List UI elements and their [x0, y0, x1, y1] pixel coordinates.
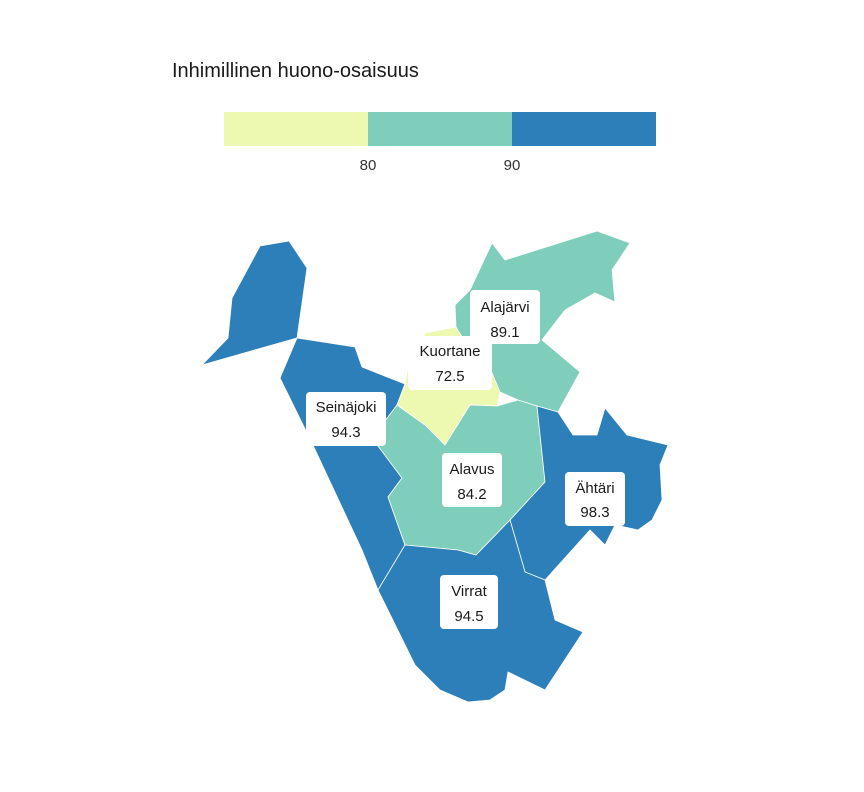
region-value: 98.3: [580, 504, 609, 521]
label-box: [440, 575, 498, 629]
label-box: [442, 453, 502, 507]
label-box: [470, 290, 540, 344]
label-virrat: Virrat 94.5: [440, 575, 498, 629]
legend-tick-80: 80: [360, 157, 377, 174]
region-value: 94.3: [331, 424, 360, 441]
region-northwest[interactable]: [200, 240, 308, 366]
legend-swatch-high: [512, 112, 656, 146]
region-value: 72.5: [435, 368, 464, 385]
label-box: [565, 472, 625, 526]
label-alajarvi: Alajärvi 89.1: [470, 290, 540, 344]
region-value: 89.1: [490, 324, 519, 341]
map-labels: Alajärvi 89.1 Kuortane 72.5 Seinäjoki 94…: [306, 290, 625, 629]
label-ahtari: Ähtäri 98.3: [565, 472, 625, 526]
region-seinajoki[interactable]: [279, 337, 406, 591]
label-box: [408, 336, 492, 390]
legend-tick-90: 90: [504, 157, 521, 174]
region-name: Alavus: [449, 461, 494, 478]
region-value: 94.5: [454, 608, 483, 625]
label-kuortane: Kuortane 72.5: [408, 336, 492, 390]
map-regions: [200, 230, 669, 703]
region-name: Virrat: [451, 583, 487, 600]
region-alajarvi[interactable]: [454, 230, 631, 413]
region-name: Seinäjoki: [316, 399, 377, 416]
legend-swatch-mid: [368, 112, 512, 146]
region-name: Alajärvi: [480, 299, 529, 316]
label-seinajoki: Seinäjoki 94.3: [306, 392, 386, 446]
legend-swatch-low: [224, 112, 368, 146]
label-alavus: Alavus 84.2: [442, 453, 502, 507]
region-name: Ähtäri: [575, 480, 614, 497]
region-value: 84.2: [457, 486, 486, 503]
legend: Inhimillinen huono-osaisuus 80 90: [172, 60, 656, 174]
region-name: Kuortane: [420, 343, 481, 360]
label-box: [306, 392, 386, 446]
legend-title: Inhimillinen huono-osaisuus: [172, 60, 419, 82]
